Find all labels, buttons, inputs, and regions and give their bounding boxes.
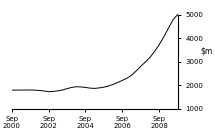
Y-axis label: $m: $m [200,47,212,56]
